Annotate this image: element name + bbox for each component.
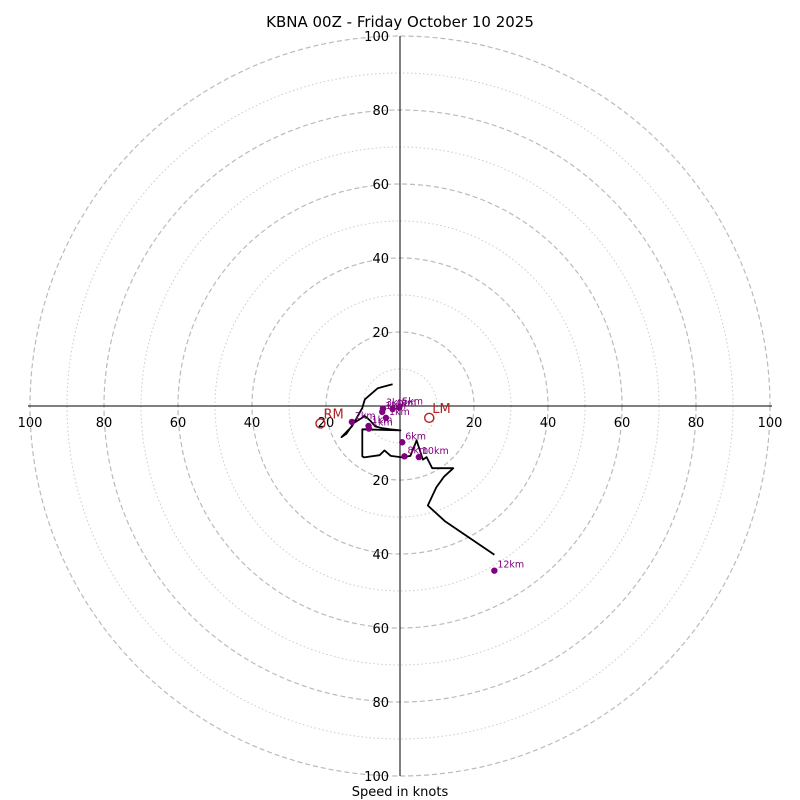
tick-labels: 100 80 60 40 20 20 40 60 80 100100806040202040608…	[18, 30, 783, 785]
x-tick-label: 60	[170, 416, 187, 431]
height-marker-label: 1km	[372, 418, 393, 429]
y-tick-label: 60	[372, 178, 389, 193]
height-marker-8km	[401, 453, 408, 460]
storm-motion-label-lm: LM	[432, 402, 450, 417]
height-marker-label: 8km	[407, 445, 428, 456]
height-marker-label: 6km	[405, 431, 426, 442]
y-tick-label: 20	[372, 474, 389, 489]
height-marker-label: 1km	[389, 407, 410, 418]
x-tick-label: 40	[244, 416, 261, 431]
y-tick-label: 20	[372, 326, 389, 341]
height-marker-label: 1km	[372, 415, 393, 426]
y-tick-label: 60	[372, 622, 389, 637]
height-marker-label: 4km	[396, 398, 417, 409]
y-tick-label: 100	[364, 30, 389, 45]
x-tick-label: 20	[466, 416, 483, 431]
chart-title: KBNA 00Z - Friday October 10 2025	[266, 13, 534, 31]
y-tick-label: 100	[364, 770, 389, 785]
x-tick-label: 100	[758, 416, 783, 431]
x-tick-label: 40	[540, 416, 557, 431]
height-marker-label: 10km	[422, 446, 449, 457]
height-marker-label: 5km	[402, 396, 423, 407]
hodograph-trace-group	[340, 383, 495, 556]
storm-motion-label-rm: RM	[323, 407, 343, 422]
y-tick-label: 80	[372, 696, 389, 711]
height-marker-1km	[365, 425, 373, 432]
y-tick-label: 40	[372, 548, 389, 563]
x-tick-label: 80	[688, 416, 705, 431]
height-marker-6km	[399, 439, 406, 446]
x-axis-label: Speed in knots	[352, 785, 449, 800]
x-tick-label: 80	[96, 416, 113, 431]
height-marker-label: 12km	[497, 560, 524, 571]
y-tick-label: 40	[372, 252, 389, 267]
height-marker-label: 1km	[385, 401, 406, 412]
height-marker-label: 3km	[386, 398, 407, 409]
y-tick-label: 80	[372, 104, 389, 119]
height-marker-5km	[396, 404, 403, 411]
x-tick-label: 100	[18, 416, 43, 431]
storm-motion-rm	[315, 418, 326, 429]
height-marker-label: 2km	[355, 411, 376, 422]
height-marker-2km	[348, 418, 356, 426]
hodograph-trace	[340, 383, 495, 556]
height-marker-10km	[415, 453, 423, 461]
height-marker-4km	[389, 405, 396, 413]
height-marker-12km	[491, 567, 498, 574]
storm-motion-markers: RM LM	[315, 402, 451, 429]
storm-motion-lm	[424, 412, 435, 424]
height-marker-3km	[379, 405, 387, 412]
x-tick-label: 60	[614, 416, 631, 431]
height-marker-1km	[382, 414, 390, 422]
